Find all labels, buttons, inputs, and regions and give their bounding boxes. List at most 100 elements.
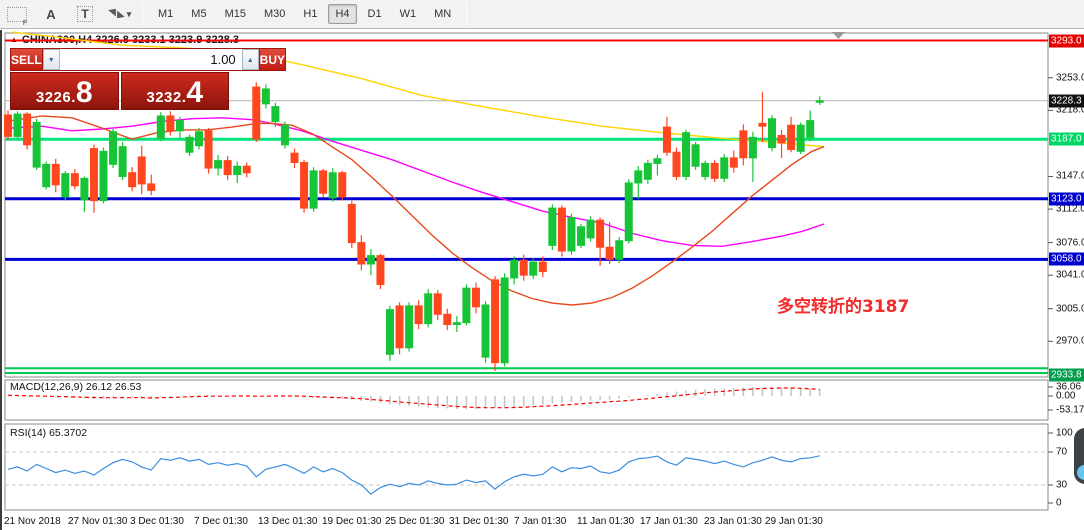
chart-shift-marker-icon — [832, 32, 845, 39]
price-badge: 3228.3 — [1049, 94, 1084, 108]
candle-body — [233, 165, 242, 176]
price-badge: 2933.8 — [1049, 368, 1084, 382]
rsi-axis-label: 30 — [1056, 479, 1068, 491]
toolbar: A T ▾ M1 M5 M15 M30 H1 H4 D1 W1 MN — [0, 0, 1084, 29]
candle-body — [538, 261, 547, 272]
candle-body — [347, 203, 356, 244]
timeframe-m5[interactable]: M5 — [191, 8, 207, 20]
text-box-icon[interactable]: T — [72, 2, 98, 26]
scroll-pin-marker[interactable] — [1074, 428, 1084, 484]
candle-body — [662, 126, 671, 153]
chart-window: ▲ CHINA300,H4 3226.8 3233.1 3223.9 3228.3… — [0, 30, 1084, 530]
candle-body — [290, 152, 299, 163]
rsi-axis-label: 70 — [1056, 446, 1068, 458]
toolbar-separator — [142, 3, 143, 25]
volume-input[interactable] — [59, 49, 242, 70]
candle-body — [806, 120, 815, 138]
candle-body — [777, 134, 786, 144]
candle-body — [471, 287, 480, 308]
candle-body — [99, 150, 108, 202]
candle-body — [23, 113, 32, 146]
candle-body — [118, 146, 127, 177]
timeframe-mn[interactable]: MN — [434, 8, 452, 20]
candle-body — [175, 120, 184, 132]
candle-body — [366, 255, 375, 265]
price-axis-label: 3253.0 — [1056, 72, 1084, 84]
price-badge: 3187.0 — [1049, 132, 1084, 146]
candle-body — [634, 170, 643, 184]
candle-body — [548, 207, 557, 246]
timeframe-h4[interactable]: H4 — [328, 4, 357, 24]
candle-body — [280, 124, 289, 146]
candle-body — [309, 170, 318, 209]
date-axis-label: 31 Dec 01:30 — [449, 516, 509, 527]
date-axis-label: 27 Nov 01:30 — [68, 516, 128, 527]
candle-body — [204, 130, 213, 169]
date-axis-label: 3 Dec 01:30 — [130, 516, 184, 527]
candle-body — [643, 162, 652, 180]
candle-body — [481, 304, 490, 358]
timeframe-d1[interactable]: D1 — [367, 8, 382, 20]
price-axis-label: 3112.0 — [1056, 203, 1084, 215]
candle-body — [557, 207, 566, 252]
timeframe-m30[interactable]: M30 — [263, 8, 286, 20]
timeframe-m1[interactable]: M1 — [158, 8, 174, 20]
price-axis-label: 2970.0 — [1056, 335, 1084, 347]
rsi-label: RSI(14) 65.3702 — [10, 427, 88, 439]
macd-axis-label: -53.17 — [1056, 404, 1084, 416]
date-axis-label: 13 Dec 01:30 — [258, 516, 318, 527]
macd-axis-label: 0.00 — [1056, 390, 1076, 402]
one-click-trading-panel: SELL ▼ ▲ BUY 3226.8 3232.4 — [10, 48, 287, 110]
volume-decrease-button[interactable]: ▼ — [42, 49, 60, 70]
candle-body — [768, 118, 776, 149]
bid-price[interactable]: 3226. 8 — [10, 72, 119, 110]
candle-body — [758, 122, 767, 127]
timeframe-w1[interactable]: W1 — [399, 8, 417, 20]
volume-increase-button[interactable]: ▲ — [241, 49, 259, 70]
candle-body — [185, 136, 194, 153]
candle-body — [89, 148, 98, 202]
candle-body — [586, 219, 595, 239]
candle-body — [42, 163, 51, 188]
sell-button[interactable]: SELL — [10, 48, 43, 71]
timeframe-h1[interactable]: H1 — [303, 8, 318, 20]
date-axis-label: 23 Jan 01:30 — [704, 516, 762, 527]
candle-body — [424, 293, 433, 325]
candle-body — [748, 136, 757, 159]
candle-body — [567, 216, 576, 252]
candle-body — [271, 106, 280, 123]
candle-body — [500, 277, 509, 364]
candle-body — [462, 287, 471, 324]
toolbar-separator — [466, 3, 468, 25]
candle-body — [739, 130, 748, 159]
cursor-grid-icon[interactable] — [4, 2, 30, 27]
candle-body — [223, 160, 232, 176]
price-badge: 3123.0 — [1049, 192, 1084, 206]
candle-body — [510, 259, 519, 279]
candle-body — [682, 132, 691, 177]
timeframe-m15[interactable]: M15 — [224, 8, 246, 20]
candle-body — [787, 124, 796, 150]
ask-price[interactable]: 3232. 4 — [120, 72, 229, 110]
arrow-styles-icon[interactable]: ▾ — [106, 2, 132, 26]
rsi-axis-label: 0 — [1056, 497, 1062, 509]
text-label-icon[interactable]: A — [46, 6, 56, 22]
candle-body — [577, 226, 585, 246]
dropdown-caret-icon: ▾ — [126, 8, 132, 19]
candle-body — [328, 172, 337, 199]
price-axis-label: 3041.0 — [1056, 269, 1084, 281]
candle-body — [166, 115, 175, 132]
rsi-axis-label: 100 — [1056, 427, 1073, 439]
timeframe-group: M1 M5 M15 M30 H1 H4 D1 W1 MN — [149, 0, 460, 28]
candle-body — [242, 165, 251, 174]
candle-body — [300, 161, 309, 209]
candle-body — [624, 182, 633, 242]
buy-button[interactable]: BUY — [258, 48, 287, 71]
candle-body — [261, 88, 270, 105]
candle-body — [386, 309, 394, 355]
chart-title: ▲ CHINA300,H4 3226.8 3233.1 3223.9 3228.3 — [10, 34, 240, 46]
candle-body — [156, 115, 165, 139]
candle-body — [13, 113, 22, 137]
candle-body — [128, 172, 137, 188]
